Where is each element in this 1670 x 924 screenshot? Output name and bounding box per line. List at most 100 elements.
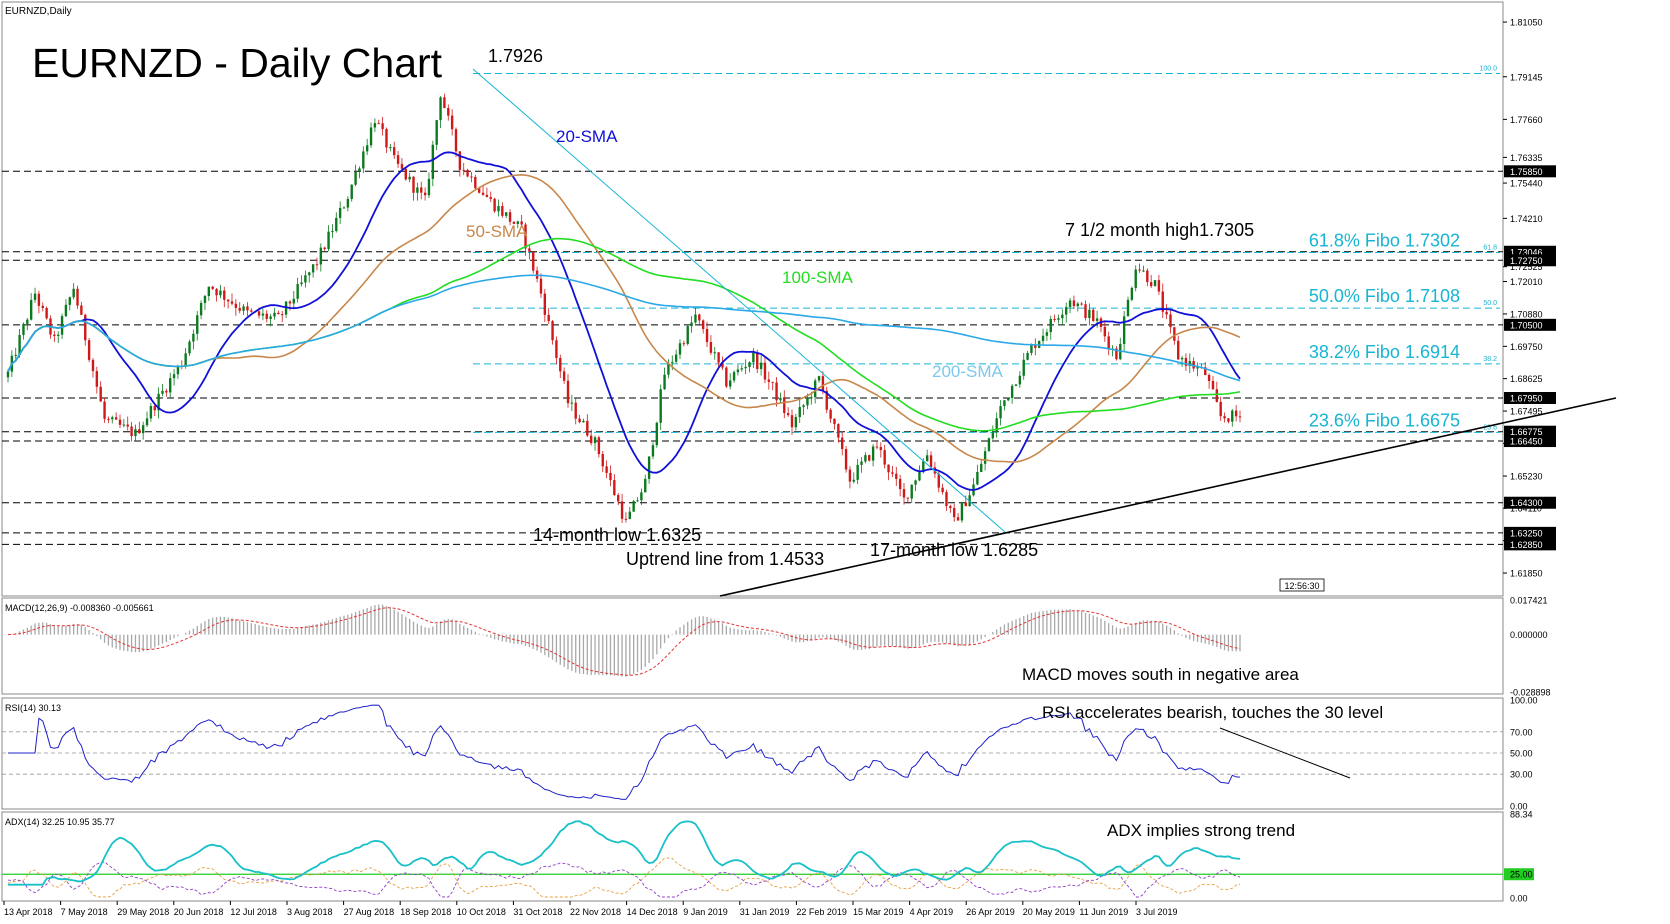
candle-body [33,293,37,300]
candle-body [292,298,295,304]
level-tag-label: 1.70500 [1510,320,1543,330]
candle-body [91,359,95,372]
candle-body [589,435,593,444]
candle-body [29,299,33,320]
candle-body [477,188,481,193]
candle-body [732,372,736,381]
time-tick-label: 13 Apr 2018 [4,907,53,917]
candle-body [176,365,180,375]
candle-body [1103,326,1107,337]
adx-caption: ADX(14) 32.25 10.95 35.77 [5,817,115,827]
annotation-month-high: 7 1/2 month high1.7305 [1065,220,1254,240]
candle-body [489,196,492,199]
price-panel [1,1,1504,597]
candle-body [203,295,207,303]
time-tick-label: 27 Aug 2018 [344,907,395,917]
candle-body [620,501,624,519]
adx-series [2,820,1503,898]
candle-body [910,484,913,499]
annotation-uptrend: Uptrend line from 1.4533 [626,549,824,569]
macd-tick-label: -0.028898 [1510,688,1551,698]
candle-body [149,406,153,419]
candle-body [134,429,137,437]
candle-body [721,362,724,368]
macd-panel [1,597,1504,695]
candle-body [230,301,234,304]
candle-body [342,207,346,209]
candle-body [574,402,577,419]
candle-body [701,320,705,329]
candle-body [902,489,906,498]
candle-body [234,303,238,308]
time-axis: 13 Apr 2018 7 May 2018 29 May 2018 20 Jun 2… [3,901,1178,917]
candle-body [817,376,821,381]
candle-body [269,316,272,319]
candle-body [879,447,883,451]
price-tick-label: 1.69750 [1510,342,1543,352]
candle-body [1138,269,1141,271]
candle-body [516,221,519,224]
candle-body [423,192,427,196]
candle-body [1034,344,1037,348]
candle-body [925,455,929,462]
candle-body [852,479,855,482]
candle-body [775,382,778,401]
candle-body [1146,270,1149,283]
rsi-panel [1,697,1504,810]
candle-body [991,432,995,439]
candle-body [1049,318,1052,333]
fibo-label: 61.8% Fibo 1.7302 [1309,231,1460,251]
candle-body [211,286,214,289]
candle-body [354,171,357,185]
price-tick-label: 1.70880 [1510,309,1543,319]
candle-body [427,178,431,196]
price-tick-label: 1.72010 [1510,277,1543,287]
candle-body [304,275,307,283]
candle-body [528,248,531,252]
candle-body [481,192,485,195]
adx-tick-label: 0.00 [1510,894,1528,904]
candle-body [1076,303,1079,307]
time-tick-label: 22 Feb 2019 [796,907,847,917]
candle-body [122,424,126,426]
candle-body [1107,336,1110,349]
candle-body [593,437,597,444]
candle-body [860,461,863,465]
rsi-series [2,704,1503,800]
rsi-tick-label: 0.00 [1510,802,1528,812]
level-tag-label: 1.63250 [1510,528,1543,538]
candle-body [1041,335,1045,341]
candle-body [246,306,249,311]
time-tick-label: 31 Jan 2019 [740,907,790,917]
candle-body [37,293,41,306]
candle-body [300,282,303,285]
candle-body [1126,299,1130,317]
candle-body [837,424,840,438]
fibo-label: 38.2% Fibo 1.6914 [1309,342,1460,362]
candle-body [466,169,469,177]
candle-body [76,288,79,306]
candle-body [1068,300,1072,308]
candle-body [582,420,585,423]
level-tag [1504,526,1556,539]
candle-body [759,362,763,370]
candle-body [458,151,462,170]
sma-label-200: 200-SMA [932,362,1004,381]
annotation-high: 1.7926 [488,46,543,66]
candle-body [435,120,438,145]
candle-body [277,312,280,315]
candle-body [165,390,168,393]
candle-body [953,508,956,518]
candle-body [172,374,176,379]
candle-body [118,419,122,425]
candle-body [95,371,99,387]
candle-body [682,343,686,345]
symbol-caption: EURNZD,Daily [5,6,72,17]
candle-body [597,437,601,455]
time-tick-label: 12 Jul 2018 [230,907,277,917]
candle-body [1215,389,1219,402]
candle-body [1177,340,1180,360]
level-tag [1504,435,1556,448]
candle-body [729,380,732,387]
